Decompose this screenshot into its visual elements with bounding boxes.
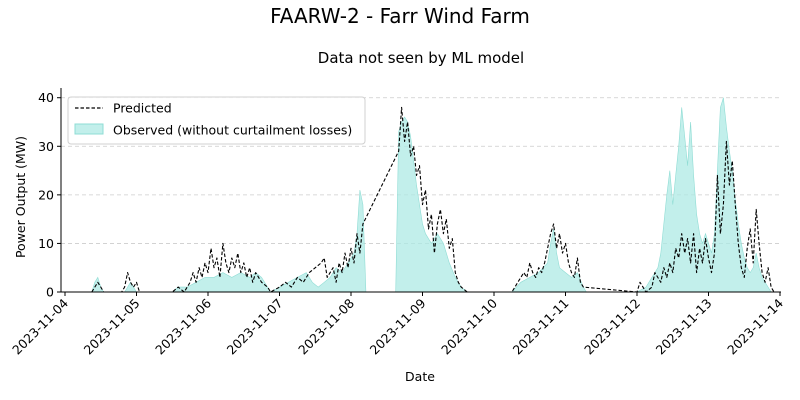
legend-box (67, 96, 366, 145)
x-tick-label: 2023-11-12 (581, 296, 643, 358)
predicted-line (91, 106, 775, 293)
x-tick-label: 2023-11-06 (152, 295, 214, 357)
legend-predicted-label: Predicted (113, 101, 172, 116)
chart-subtitle: Data not seen by ML model (318, 49, 524, 67)
x-tick-label: 2023-11-07 (224, 296, 286, 358)
legend-observed-label: Observed (without curtailment losses) (113, 123, 352, 138)
chart-title: FAARW-2 - Farr Wind Farm (270, 4, 530, 28)
x-axis-ticks: 2023-11-04 2023-11-05 2023-11-06 2023-11-07… (9, 292, 786, 357)
x-tick-label: 2023-11-04 (9, 295, 71, 357)
predicted-line-layer (91, 106, 775, 293)
x-tick-label: 2023-11-05 (81, 296, 143, 358)
legend-observed-swatch (74, 123, 104, 135)
x-axis-label: Date (405, 369, 435, 384)
x-tick-label: 2023-11-11 (510, 296, 572, 358)
legend: Predicted Observed (without curtailment … (67, 96, 366, 145)
x-tick-label: 2023-11-13 (653, 296, 715, 358)
y-tick-label: 30 (38, 139, 54, 154)
y-tick-label: 0 (46, 285, 54, 300)
y-axis-label: Power Output (MW) (13, 136, 28, 258)
x-tick-label: 2023-11-10 (438, 295, 500, 357)
x-tick-label: 2023-11-09 (367, 295, 429, 357)
x-tick-label: 2023-11-08 (295, 295, 357, 357)
y-tick-label: 20 (38, 187, 54, 202)
y-axis-ticks: 0 10 20 30 40 (38, 90, 61, 300)
y-tick-label: 10 (38, 236, 54, 251)
x-tick-label: 2023-11-14 (724, 295, 786, 357)
y-tick-label: 40 (38, 90, 54, 105)
